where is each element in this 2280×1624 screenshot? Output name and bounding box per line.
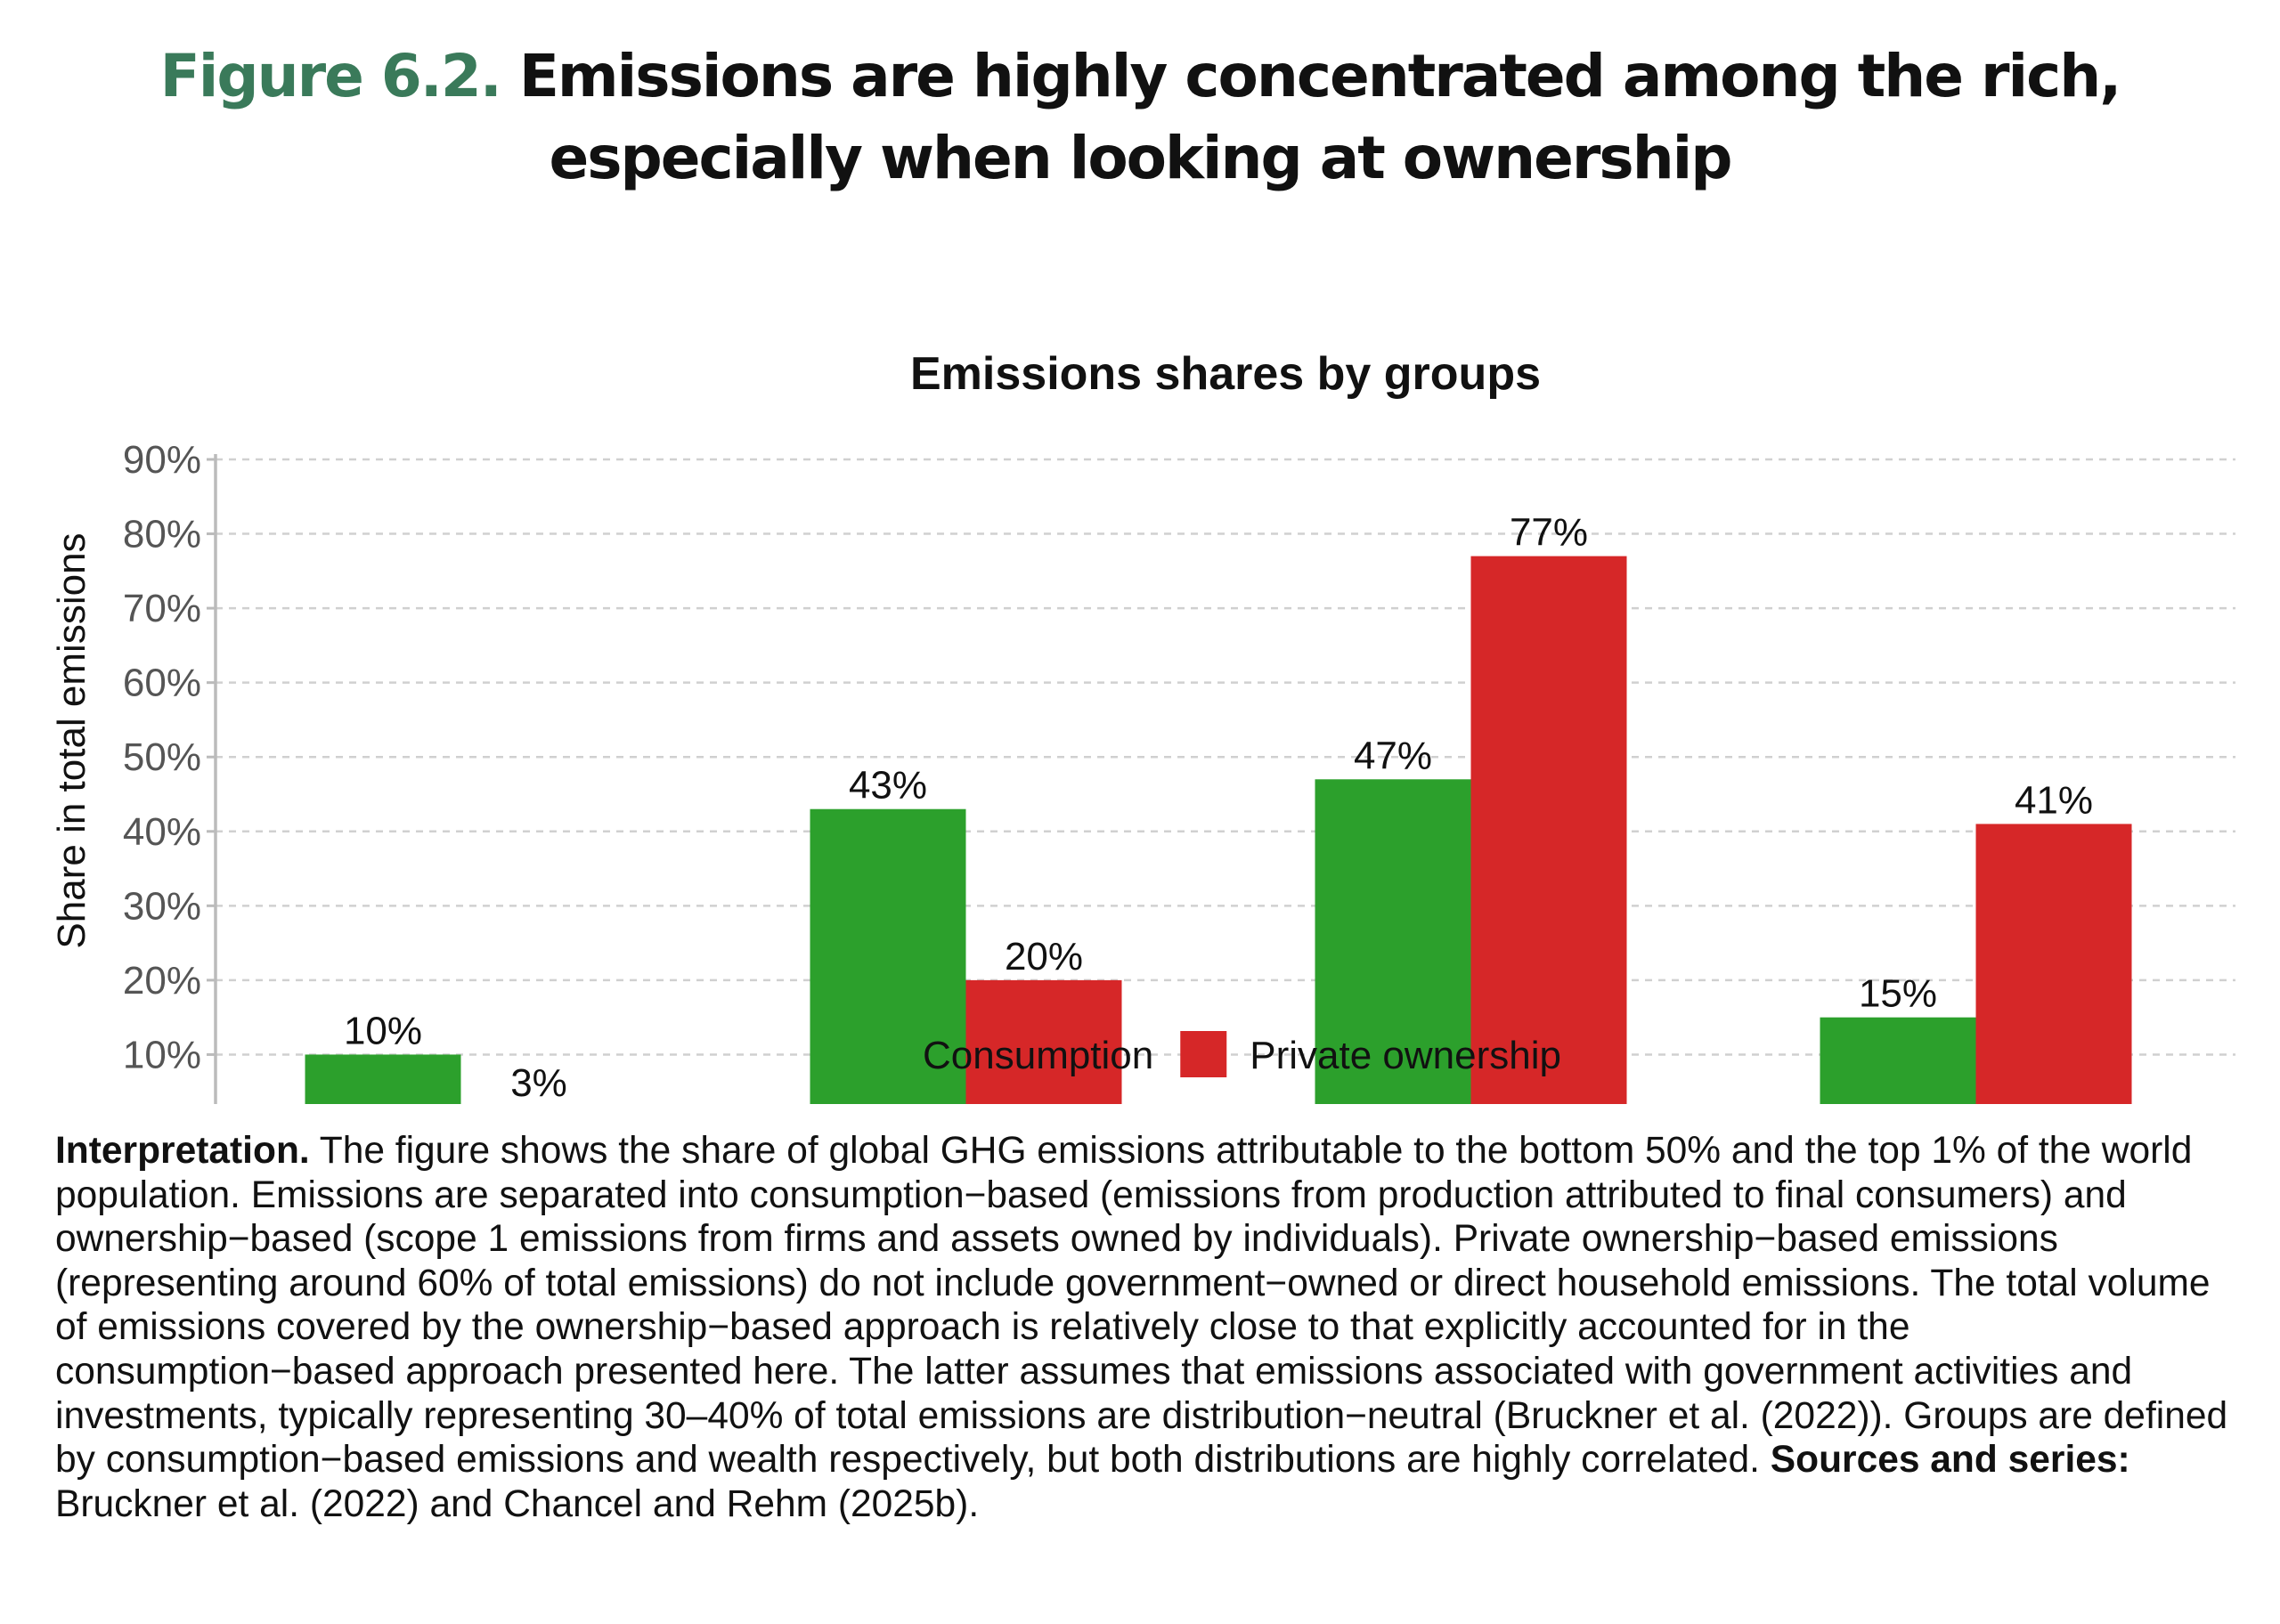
figure-title: Figure 6.2. Emissions are highly concent… (0, 36, 2280, 199)
y-tick-label: 90% (123, 438, 201, 482)
bar-consumption (1315, 779, 1471, 1104)
legend-swatch (1180, 1031, 1227, 1077)
figure-title-text: Emissions are highly concentrated among … (518, 42, 2122, 192)
interpretation-label: Interpretation. (55, 1130, 310, 1172)
y-tick-label: 30% (123, 884, 201, 928)
bar-private-ownership (1975, 824, 2132, 1104)
figure-number: Figure 6.2. (159, 42, 502, 110)
y-tick-label: 50% (123, 735, 201, 779)
legend-label: Private ownership (1250, 1034, 1561, 1077)
y-tick-label: 70% (123, 587, 201, 630)
sources-label: Sources and series: (1770, 1439, 2130, 1482)
sources-text: Bruckner et al. (2022) and Chancel and R… (55, 1482, 980, 1525)
data-label: 77% (1510, 511, 1588, 555)
legend-label: Consumption (923, 1034, 1153, 1077)
interpretation-text: The figure shows the share of global GHG… (55, 1130, 2228, 1482)
data-label: 41% (2015, 778, 2093, 822)
data-label: 43% (849, 764, 927, 808)
chart-title: Emissions shares by groups (910, 348, 1541, 400)
data-label: 20% (1005, 935, 1083, 978)
bar-private-ownership (965, 979, 1122, 1104)
data-label: 47% (1354, 734, 1432, 777)
y-axis-label: Share in total emissions (50, 532, 94, 948)
interpretation-note: Interpretation. The figure shows the sha… (55, 1129, 2237, 1526)
y-tick-label: 10% (123, 1033, 201, 1076)
bar-private-ownership (1470, 556, 1627, 1104)
data-label: 10% (344, 1009, 422, 1052)
legend-swatch (853, 1031, 900, 1077)
bar-consumption (1820, 1017, 1976, 1104)
y-tick-label: 40% (123, 810, 201, 854)
bar-consumption (305, 1054, 461, 1104)
data-label: 3% (510, 1061, 567, 1104)
y-tick-label: 80% (123, 513, 201, 556)
data-label: 15% (1859, 972, 1937, 1016)
y-tick-label: 60% (123, 662, 201, 705)
bar-chart: Emissions shares by groups Share in tota… (50, 348, 2235, 1104)
y-tick-label: 20% (123, 959, 201, 1003)
